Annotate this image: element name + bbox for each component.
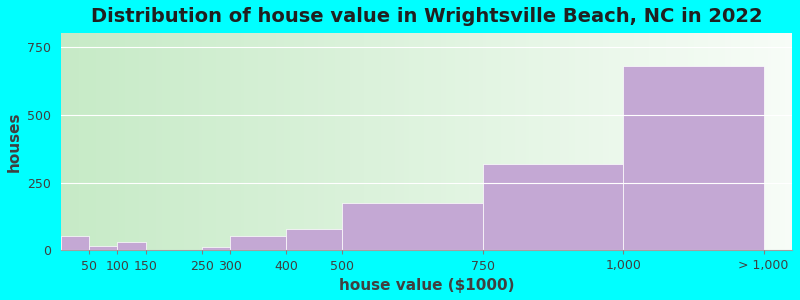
Title: Distribution of house value in Wrightsville Beach, NC in 2022: Distribution of house value in Wrightsvi… — [90, 7, 762, 26]
Bar — [118, 242, 146, 250]
X-axis label: house value ($1000): house value ($1000) — [338, 278, 514, 293]
Bar — [623, 66, 764, 250]
Bar — [62, 236, 90, 250]
Bar — [202, 247, 230, 250]
Y-axis label: houses: houses — [7, 112, 22, 172]
Bar — [90, 246, 118, 250]
Bar — [482, 164, 623, 250]
Bar — [286, 229, 342, 250]
Bar — [342, 203, 482, 250]
Bar — [230, 236, 286, 250]
